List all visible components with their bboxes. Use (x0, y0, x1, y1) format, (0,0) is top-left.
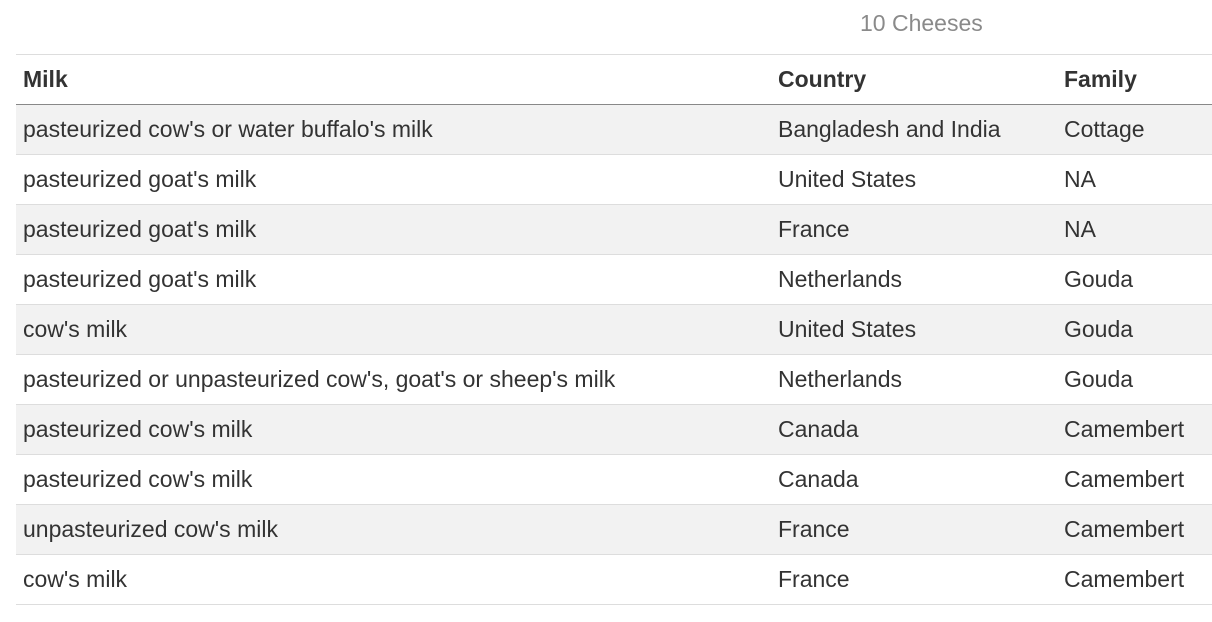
cell-family: NA (1057, 204, 1212, 255)
cell-milk: cow's milk (16, 304, 771, 355)
cell-milk: unpasteurized cow's milk (16, 504, 771, 555)
header-row: Milk Country Family (16, 54, 1212, 105)
cell-family: Camembert (1057, 404, 1212, 455)
column-header-milk[interactable]: Milk (16, 54, 771, 105)
cell-country: France (771, 554, 1057, 605)
cell-milk: pasteurized goat's milk (16, 254, 771, 305)
table-row: pasteurized goat's milk United States NA (16, 154, 1212, 205)
cell-country: France (771, 504, 1057, 555)
cell-milk: pasteurized goat's milk (16, 204, 771, 255)
cell-country: United States (771, 304, 1057, 355)
cell-family: Camembert (1057, 454, 1212, 505)
cell-family: Cottage (1057, 104, 1212, 155)
cell-country: Bangladesh and India (771, 104, 1057, 155)
table-body: pasteurized cow's or water buffalo's mil… (16, 104, 1212, 605)
cell-milk: pasteurized cow's milk (16, 404, 771, 455)
cell-milk: cow's milk (16, 554, 771, 605)
cell-milk: pasteurized or unpasteurized cow's, goat… (16, 354, 771, 405)
cell-country: France (771, 204, 1057, 255)
table-row: pasteurized cow's milk Canada Camembert (16, 454, 1212, 505)
cell-country: Netherlands (771, 254, 1057, 305)
cheese-table: Milk Country Family pasteurized cow's or… (16, 54, 1212, 605)
table-caption: 10 Cheeses (860, 10, 983, 36)
table-row: pasteurized cow's or water buffalo's mil… (16, 104, 1212, 155)
cell-milk: pasteurized cow's milk (16, 454, 771, 505)
cell-country: United States (771, 154, 1057, 205)
table-header: Milk Country Family (16, 54, 1212, 105)
table-row: pasteurized cow's milk Canada Camembert (16, 404, 1212, 455)
cell-family: Gouda (1057, 354, 1212, 405)
cell-milk: pasteurized cow's or water buffalo's mil… (16, 104, 771, 155)
cell-family: Camembert (1057, 504, 1212, 555)
column-header-country[interactable]: Country (771, 54, 1057, 105)
cheese-table-container: Milk Country Family pasteurized cow's or… (16, 54, 1212, 605)
cell-family: Gouda (1057, 254, 1212, 305)
table-row: pasteurized goat's milk France NA (16, 204, 1212, 255)
cell-family: Gouda (1057, 304, 1212, 355)
cell-country: Netherlands (771, 354, 1057, 405)
table-row: pasteurized or unpasteurized cow's, goat… (16, 354, 1212, 405)
table-row: cow's milk France Camembert (16, 554, 1212, 605)
cell-family: Camembert (1057, 554, 1212, 605)
cell-country: Canada (771, 454, 1057, 505)
cell-country: Canada (771, 404, 1057, 455)
cell-milk: pasteurized goat's milk (16, 154, 771, 205)
column-header-family[interactable]: Family (1057, 54, 1212, 105)
table-row: cow's milk United States Gouda (16, 304, 1212, 355)
table-row: unpasteurized cow's milk France Camember… (16, 504, 1212, 555)
cell-family: NA (1057, 154, 1212, 205)
table-row: pasteurized goat's milk Netherlands Goud… (16, 254, 1212, 305)
